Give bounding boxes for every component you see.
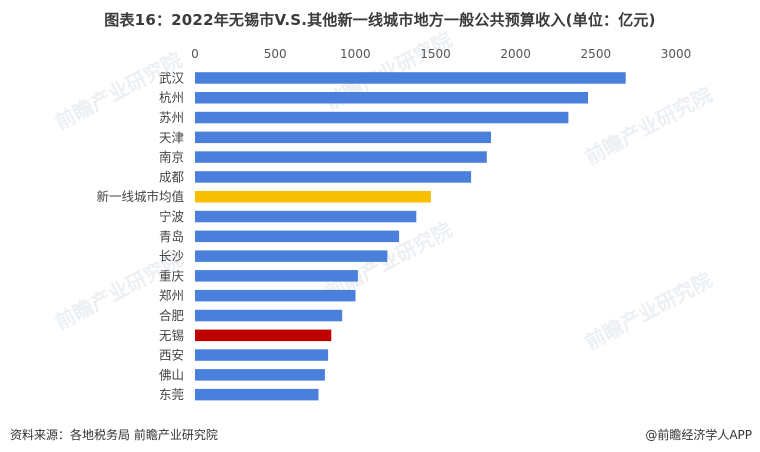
bar-重庆: [195, 270, 358, 282]
bar-宁波: [195, 210, 417, 223]
y-category-label: 无锡: [159, 328, 184, 343]
bar-无锡: [195, 329, 332, 342]
y-category-label: 武汉: [159, 70, 185, 85]
bar-合肥: [195, 309, 343, 322]
y-category-label: 南京: [159, 150, 184, 165]
bar-西安: [195, 349, 329, 361]
bar-青岛: [195, 230, 400, 243]
y-category-label: 合肥: [159, 308, 185, 323]
y-category-label: 佛山: [159, 367, 184, 382]
chart-title: 图表16：2022年无锡市V.S.其他新一线城市地方一般公共预算收入(单位：亿元…: [104, 11, 656, 29]
bars: [195, 72, 626, 401]
y-category-label: 苏州: [159, 110, 184, 125]
x-tick-label: 1500: [420, 47, 451, 61]
source-note: 资料来源：各地税务局 前瞻产业研究院: [10, 428, 218, 442]
bar-佛山: [195, 369, 325, 381]
bar-新一线城市均值: [195, 191, 431, 203]
bar-天津: [195, 131, 491, 144]
watermark-text: 前瞻产业研究院: [581, 267, 716, 354]
bar-苏州: [195, 111, 569, 124]
bar-南京: [195, 151, 487, 163]
bar-成都: [195, 171, 472, 183]
bar-东莞: [195, 388, 319, 401]
y-category-label: 西安: [159, 348, 184, 363]
bar-杭州: [195, 92, 588, 104]
y-category-label: 成都: [159, 169, 185, 184]
x-axis-ticks: 0 500 1000 1500 2000 2500 3000: [191, 47, 691, 61]
x-tick-label: 2500: [581, 47, 612, 61]
y-category-label: 天津: [159, 130, 184, 145]
x-tick-label: 2000: [500, 47, 531, 61]
y-category-label: 宁波: [159, 209, 185, 224]
x-tick-label: 0: [191, 47, 199, 61]
app-credit: @前瞻经济学人APP: [645, 428, 752, 442]
x-tick-label: 1000: [340, 47, 371, 61]
y-category-label: 新一线城市均值: [96, 189, 184, 204]
y-category-label: 青岛: [159, 229, 184, 244]
y-category-label: 杭州: [159, 90, 184, 105]
bar-武汉: [195, 72, 626, 84]
watermark-text: 前瞻产业研究院: [581, 82, 716, 169]
y-category-label: 重庆: [159, 268, 185, 283]
x-tick-label: 500: [264, 47, 287, 61]
bar-郑州: [195, 289, 356, 302]
y-category-label: 东莞: [159, 387, 184, 402]
y-category-label: 长沙: [159, 249, 185, 264]
bar-长沙: [195, 250, 388, 262]
x-tick-label: 3000: [661, 47, 692, 61]
y-category-label: 郑州: [159, 288, 184, 303]
